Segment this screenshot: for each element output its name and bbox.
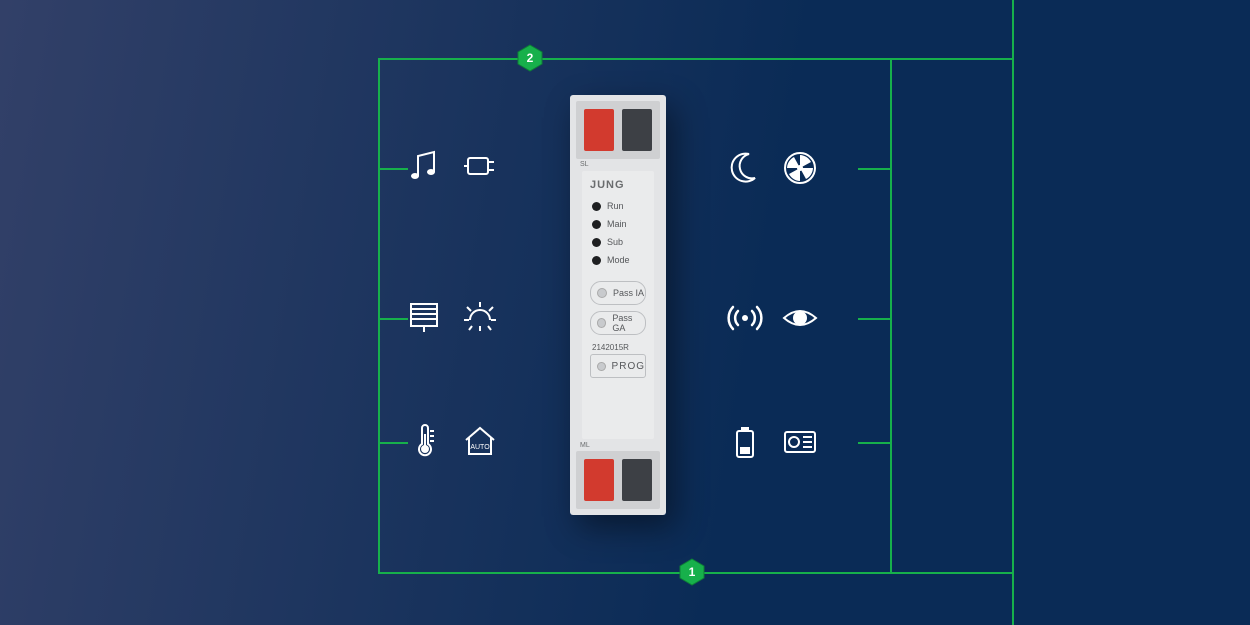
eye-icon — [780, 298, 820, 338]
prog-button[interactable]: PROG — [590, 354, 646, 378]
device-model: 2142015R — [592, 343, 648, 352]
battery-icon — [725, 422, 765, 462]
device-brand: JUNG — [590, 179, 648, 191]
hex-node-2: 2 — [516, 44, 544, 72]
home-auto-icon: AUTO — [460, 422, 500, 462]
blinds-icon — [405, 298, 445, 338]
light-icon — [460, 298, 500, 338]
device-face: JUNG Run Main Sub Mode Pass IA Pass GA 2… — [582, 171, 654, 439]
fan-icon — [780, 148, 820, 188]
connector-left-branch-1 — [378, 318, 408, 320]
connector-top — [378, 58, 1014, 60]
music-icon — [405, 148, 445, 188]
led-run: Run — [592, 197, 648, 215]
connector-left-branch-2 — [378, 442, 408, 444]
connector-far-right — [1012, 0, 1014, 625]
port-bottom-label: ML — [580, 442, 590, 449]
led-sub: Sub — [592, 233, 648, 251]
connector-right — [890, 58, 892, 574]
connector-left — [378, 58, 380, 574]
led-mode: Mode — [592, 251, 648, 269]
button-pass ia[interactable]: Pass IA — [590, 281, 646, 305]
connector-right-branch-1 — [858, 318, 890, 320]
svg-text:AUTO: AUTO — [470, 444, 490, 451]
diagram-stage: 2 1 — [0, 0, 1250, 625]
plug-icon — [460, 148, 500, 188]
moon-icon — [725, 148, 765, 188]
signal-icon — [725, 298, 765, 338]
connector-left-branch-0 — [378, 168, 408, 170]
led-main: Main — [592, 215, 648, 233]
radio-icon — [780, 422, 820, 462]
connector-right-branch-2 — [858, 442, 890, 444]
thermometer-icon — [405, 422, 445, 462]
connector-right-branch-0 — [858, 168, 890, 170]
port-top-label: SL — [580, 161, 589, 168]
button-pass ga[interactable]: Pass GA — [590, 311, 646, 335]
hex-node-1: 1 — [678, 558, 706, 586]
knx-device: SL ML JUNG Run Main Sub Mode Pass IA Pas… — [570, 95, 666, 515]
